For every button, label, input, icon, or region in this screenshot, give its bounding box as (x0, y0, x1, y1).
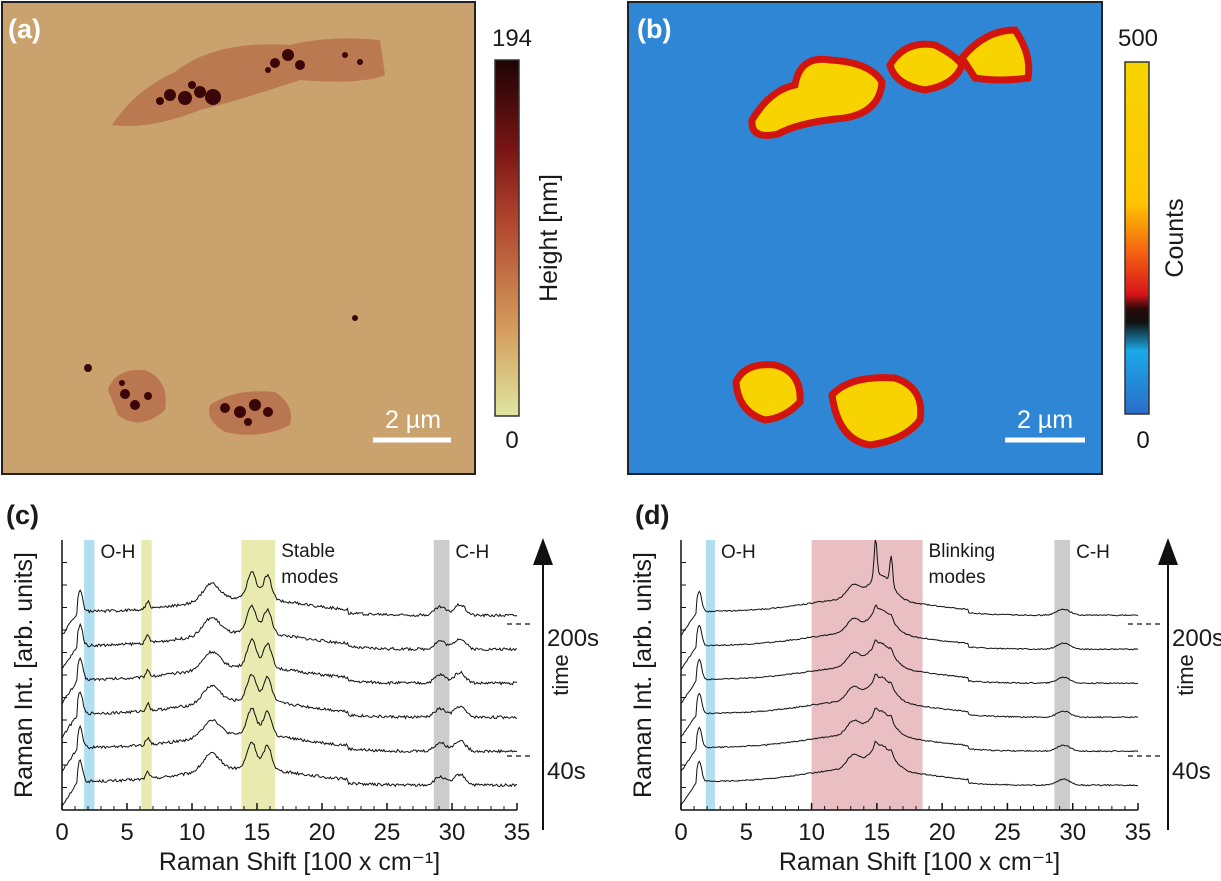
colorbar-a-min: 0 (505, 427, 518, 454)
spectrum-line (61, 673, 517, 739)
colorbar-a-label: Height [nm] (535, 174, 563, 302)
band-label: Blinking (929, 541, 996, 562)
x-tick-label: 0 (674, 819, 687, 846)
colorbar-b (1124, 61, 1150, 415)
x-tick-label: 20 (309, 819, 336, 846)
highlight-band (141, 540, 152, 810)
time-end-label: 200s (1172, 625, 1221, 652)
panel-a-label: (a) (8, 14, 41, 44)
highlight-band (84, 540, 95, 810)
spectrum-line (61, 604, 518, 669)
time-label: time (1173, 654, 1198, 696)
x-tick-label: 15 (864, 819, 891, 846)
x-tick-label: 35 (504, 819, 531, 846)
spectrum-line (680, 604, 1139, 670)
band-label: Stable (281, 541, 335, 562)
spectrum-line (680, 673, 1139, 738)
x-axis-label: Raman Shift [100 x cm⁻¹] (779, 848, 1060, 876)
x-tick-label: 30 (439, 819, 466, 846)
x-tick-label: 0 (55, 819, 68, 846)
panel-b-label: (b) (637, 14, 671, 44)
colorbar-a (494, 59, 520, 417)
scale-bar-b-label: 2 µm (1017, 406, 1073, 434)
colorbar-a-max: 194 (492, 25, 532, 52)
x-tick-label: 20 (929, 819, 956, 846)
y-axis-label: Raman Int. [arb. units] (10, 552, 38, 798)
time-arrow-head (533, 538, 553, 565)
spectrum-line (61, 571, 518, 635)
band-label: modes (281, 567, 338, 588)
spectrum-line (680, 740, 1139, 806)
x-tick-label: 35 (1125, 819, 1152, 846)
raman-hotspots (732, 26, 1033, 449)
x-tick-label: 5 (120, 819, 133, 846)
time-start-label: 40s (1172, 758, 1211, 785)
highlight-band (705, 540, 715, 810)
y-axis-label: Raman Int. [arb. units] (629, 552, 657, 798)
x-tick-label: 25 (374, 819, 401, 846)
spectrum-line (680, 707, 1139, 772)
spectrum-line (61, 707, 518, 773)
band-label: O-H (101, 542, 136, 563)
time-end-label: 200s (547, 625, 599, 652)
band-label: O-H (721, 542, 756, 563)
scale-bar-a-label: 2 µm (385, 406, 441, 434)
time-label: time (548, 654, 573, 696)
colorbar-b-min: 0 (1136, 427, 1149, 454)
x-tick-label: 30 (1059, 819, 1086, 846)
panel-a: 2 µm (a) 194 0 Height [nm] (1, 1, 563, 475)
colorbar-b-label: Counts (1161, 198, 1189, 277)
spectrum-line (61, 741, 518, 806)
colorbar-b-max: 500 (1118, 25, 1158, 52)
panel-d: 0 5 10 15 20 25 30 35 Raman Shift [100 x cm⁻¹] Ra… (629, 538, 1221, 876)
spectrum-line (680, 639, 1139, 704)
panel-c-label: (c) (6, 500, 39, 530)
time-arrow-head (1158, 538, 1178, 565)
spectrum-line (680, 539, 1139, 637)
x-tick-label: 5 (740, 819, 753, 846)
band-label: modes (929, 567, 986, 588)
time-start-label: 40s (547, 758, 586, 785)
panel-b: 2 µm (b) 500 0 Counts (627, 1, 1189, 475)
afm-particles (84, 38, 385, 435)
x-axis-label: Raman Shift [100 x cm⁻¹] (159, 848, 440, 876)
spectrum-line (61, 637, 518, 705)
x-tick-label: 10 (798, 819, 825, 846)
x-tick-label: 10 (179, 819, 206, 846)
panel-c: 0 5 10 15 20 25 30 35 Raman Shift [100 x cm⁻¹] Ra… (10, 538, 599, 876)
x-tick-label: 25 (994, 819, 1021, 846)
band-label: C-H (1076, 542, 1110, 563)
x-tick-label: 15 (244, 819, 271, 846)
band-label: C-H (455, 542, 489, 563)
highlight-band (1054, 540, 1071, 810)
panel-d-label: (d) (635, 500, 669, 530)
